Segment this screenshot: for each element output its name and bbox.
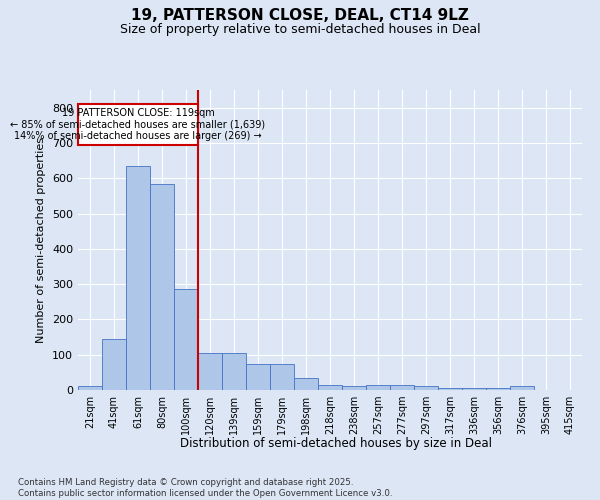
Bar — [126, 166, 150, 390]
Bar — [390, 384, 414, 390]
Bar — [102, 339, 126, 390]
Bar — [366, 384, 390, 390]
Bar — [78, 386, 102, 390]
Bar — [438, 388, 462, 390]
Bar — [246, 364, 270, 390]
Bar — [510, 386, 534, 390]
Bar — [222, 353, 246, 390]
Bar — [486, 388, 510, 390]
Bar — [198, 353, 222, 390]
Y-axis label: Number of semi-detached properties: Number of semi-detached properties — [37, 137, 46, 343]
Bar — [318, 384, 342, 390]
Bar — [462, 388, 486, 390]
Text: 19 PATTERSON CLOSE: 119sqm: 19 PATTERSON CLOSE: 119sqm — [62, 108, 214, 118]
Bar — [78, 104, 198, 144]
Text: 19, PATTERSON CLOSE, DEAL, CT14 9LZ: 19, PATTERSON CLOSE, DEAL, CT14 9LZ — [131, 8, 469, 22]
Text: Distribution of semi-detached houses by size in Deal: Distribution of semi-detached houses by … — [180, 438, 492, 450]
Bar — [174, 290, 198, 390]
Bar — [270, 364, 294, 390]
Text: 14%% of semi-detached houses are larger (269) →: 14%% of semi-detached houses are larger … — [14, 131, 262, 141]
Bar — [294, 378, 318, 390]
Bar — [414, 386, 438, 390]
Text: Contains HM Land Registry data © Crown copyright and database right 2025.
Contai: Contains HM Land Registry data © Crown c… — [18, 478, 392, 498]
Text: Size of property relative to semi-detached houses in Deal: Size of property relative to semi-detach… — [119, 22, 481, 36]
Bar — [150, 184, 174, 390]
Text: ← 85% of semi-detached houses are smaller (1,639): ← 85% of semi-detached houses are smalle… — [10, 120, 266, 130]
Bar — [342, 386, 366, 390]
